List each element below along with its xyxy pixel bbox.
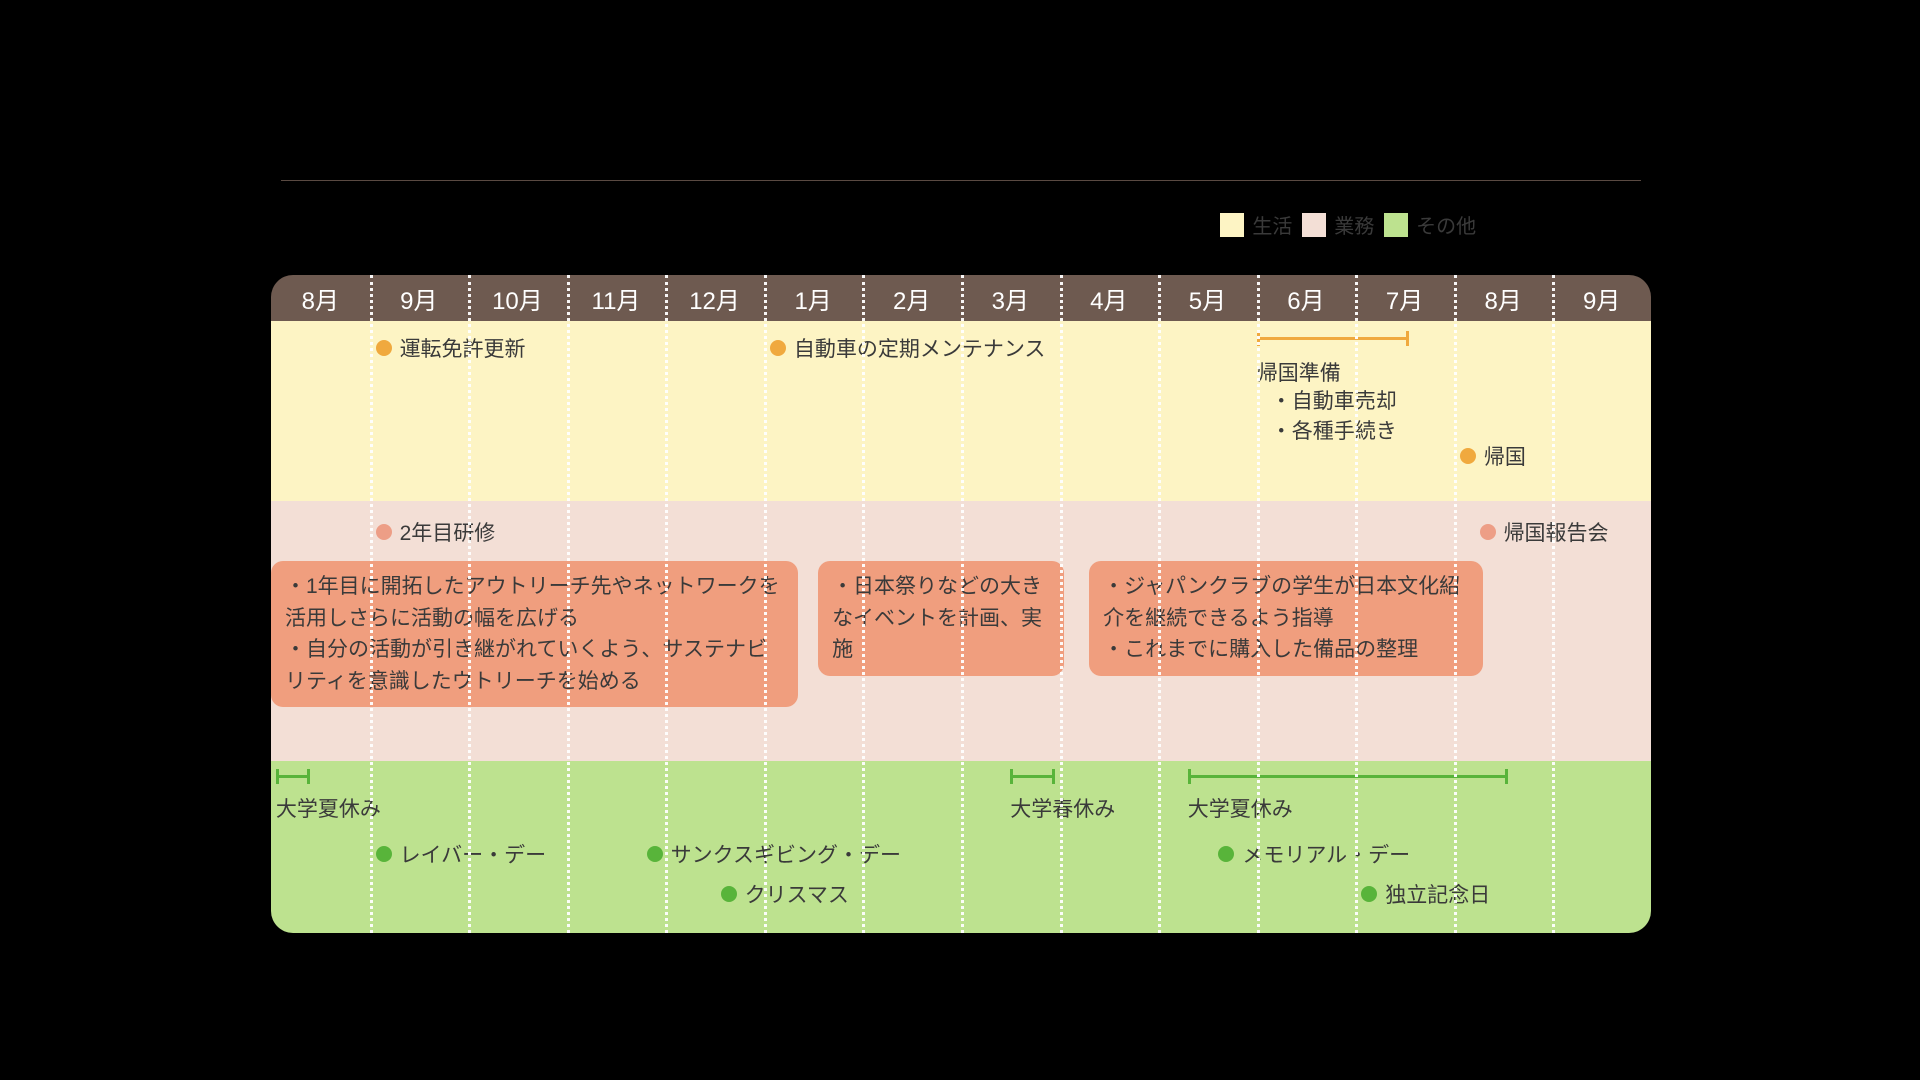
- month-cell: 12月: [665, 275, 764, 321]
- event-label: クリスマス: [745, 879, 849, 909]
- band-life: 運転免許更新 自動車の定期メンテナンス帰国 帰国準備・自動車売却・各種手続き: [271, 321, 1651, 501]
- event-label: 独立記念日: [1385, 879, 1490, 909]
- goal-box-2: ・ジャパンクラブの学生が日本文化紹介を継続できるよう指導・これまでに購入した備品…: [1089, 561, 1483, 676]
- range-label: 帰国準備: [1257, 357, 1341, 387]
- month-cell: 1月: [764, 275, 863, 321]
- event-label: サンクスギビング・デー: [671, 839, 901, 869]
- legend-label: 生活: [1252, 210, 1292, 239]
- month-cell: 2月: [862, 275, 961, 321]
- legend-swatch: [1384, 213, 1408, 237]
- range-bar: [1257, 337, 1410, 340]
- month-header: 8月9月10月11月12月1月2月3月4月5月6月7月8月9月: [271, 275, 1651, 321]
- range-bar: [1010, 775, 1054, 778]
- legend-item-0: 生活: [1220, 210, 1292, 239]
- timeline-event: 独立記念日: [1361, 879, 1490, 909]
- event-dot-icon: [721, 886, 737, 902]
- month-cell: 3月: [961, 275, 1060, 321]
- event-dot-icon: [376, 846, 392, 862]
- legend-swatch: [1302, 213, 1326, 237]
- event-label: 帰国: [1484, 441, 1526, 471]
- event-dot-icon: [1460, 448, 1476, 464]
- event-dot-icon: [376, 524, 392, 540]
- event-dot-icon: [770, 340, 786, 356]
- title-rule: [281, 180, 1641, 181]
- month-cell: 5月: [1158, 275, 1257, 321]
- timeline-event: 帰国報告会: [1480, 517, 1609, 547]
- month-cell: 9月: [370, 275, 469, 321]
- event-label: 2年目研修: [400, 517, 496, 547]
- legend-item-2: その他: [1384, 210, 1476, 239]
- event-dot-icon: [647, 846, 663, 862]
- timeline-event: レイバー・デー: [376, 839, 547, 869]
- timeline-event: 運転免許更新: [376, 333, 526, 363]
- timeline-event: 帰国: [1460, 441, 1526, 471]
- range-sub-items: ・自動車売却・各種手続き: [1271, 387, 1397, 448]
- month-cell: 7月: [1355, 275, 1454, 321]
- timeline-event: メモリアル・デー: [1218, 839, 1410, 869]
- goal-box-0: ・1年目に開拓したアウトリーチ先やネットワークを活用しさらに活動の幅を広げる・自…: [271, 561, 798, 707]
- legend-swatch: [1220, 213, 1244, 237]
- timeline-event: サンクスギビング・デー: [647, 839, 901, 869]
- range-label: 大学春休み: [1010, 793, 1115, 823]
- range-label: 大学夏休み: [1188, 793, 1293, 823]
- range-bar: [1188, 775, 1508, 778]
- band-work: 2年目研修 帰国報告会・1年目に開拓したアウトリーチ先やネットワークを活用しさらに…: [271, 501, 1651, 761]
- month-cell: 8月: [271, 275, 370, 321]
- timeline-event: クリスマス: [721, 879, 849, 909]
- month-cell: 4月: [1060, 275, 1159, 321]
- event-label: メモリアル・デー: [1242, 839, 1410, 869]
- legend-label: 業務: [1334, 210, 1374, 239]
- event-dot-icon: [1480, 524, 1496, 540]
- range-label: 大学夏休み: [276, 793, 381, 823]
- timeline-chart: 8月9月10月11月12月1月2月3月4月5月6月7月8月9月 運転免許更新自動…: [271, 275, 1651, 933]
- month-cell: 11月: [567, 275, 666, 321]
- event-label: 帰国報告会: [1504, 517, 1609, 547]
- legend-item-1: 業務: [1302, 210, 1374, 239]
- legend: 生活 業務 その他: [216, 210, 1704, 250]
- event-dot-icon: [1218, 846, 1234, 862]
- legend-label: その他: [1416, 210, 1476, 239]
- goal-box-1: ・日本祭りなどの大きなイベントを計画、実施: [818, 561, 1064, 676]
- timeline-event: 2年目研修: [376, 517, 496, 547]
- range-bar: [276, 775, 311, 778]
- month-cell: 9月: [1552, 275, 1651, 321]
- event-dot-icon: [376, 340, 392, 356]
- event-dot-icon: [1361, 886, 1377, 902]
- month-cell: 8月: [1454, 275, 1553, 321]
- band-other: 大学夏休み大学春休み大学夏休みレイバー・デーサンクスギビング・デークリスマスメモ…: [271, 761, 1651, 933]
- event-label: 運転免許更新: [400, 333, 526, 363]
- timeline-event: 自動車の定期メンテナンス: [770, 333, 1046, 363]
- month-cell: 6月: [1257, 275, 1356, 321]
- event-label: 自動車の定期メンテナンス: [794, 333, 1046, 363]
- event-label: レイバー・デー: [400, 839, 547, 869]
- month-cell: 10月: [468, 275, 567, 321]
